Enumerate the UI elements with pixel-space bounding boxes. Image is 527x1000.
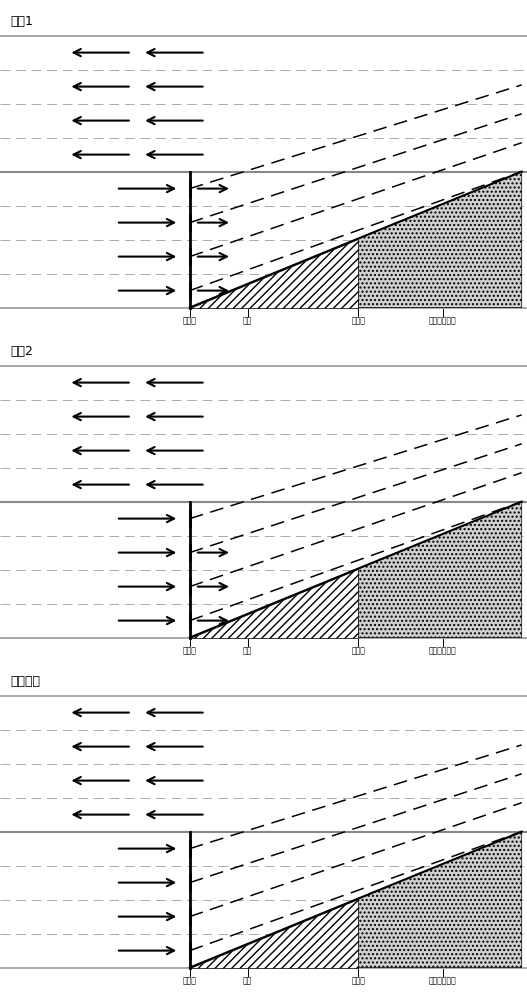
Text: 削栏: 削栏	[243, 647, 252, 656]
Polygon shape	[358, 172, 522, 308]
Text: 停车线: 停车线	[183, 977, 197, 986]
Text: 封闭施工区域: 封闭施工区域	[429, 977, 456, 986]
Text: 停车线: 停车线	[183, 317, 197, 326]
Text: 相位1: 相位1	[11, 15, 33, 28]
Text: 削栏: 削栏	[243, 317, 252, 326]
Text: 导流线: 导流线	[352, 317, 365, 326]
Text: 封闭施工区域: 封闭施工区域	[429, 317, 456, 326]
Polygon shape	[190, 239, 358, 308]
Text: 停车线: 停车线	[183, 647, 197, 656]
Polygon shape	[358, 502, 522, 638]
Polygon shape	[190, 899, 358, 968]
Text: 导流线: 导流线	[352, 977, 365, 986]
Text: 相位2: 相位2	[11, 345, 33, 358]
Text: 削栏: 削栏	[243, 977, 252, 986]
Text: 封闭施工区域: 封闭施工区域	[429, 647, 456, 656]
Text: 导流线: 导流线	[352, 647, 365, 656]
Polygon shape	[358, 832, 522, 968]
Text: 全红相位: 全红相位	[11, 675, 41, 688]
Polygon shape	[190, 569, 358, 638]
